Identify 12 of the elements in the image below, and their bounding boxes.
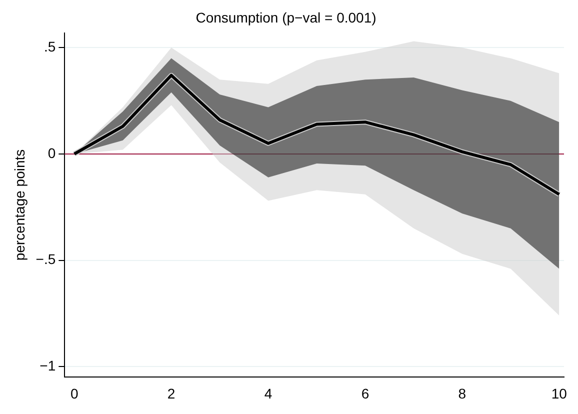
x-tick-label: 4 bbox=[264, 385, 272, 402]
y-tick-label: .5 bbox=[44, 38, 56, 55]
x-tick-label: 8 bbox=[458, 385, 466, 402]
chart-title: Consumption (p−val = 0.001) bbox=[196, 9, 376, 26]
y-tick-label: 0 bbox=[48, 144, 56, 161]
x-tick-label: 10 bbox=[551, 385, 568, 402]
y-axis-title: percentage points bbox=[11, 149, 28, 261]
x-tick-label: 0 bbox=[70, 385, 78, 402]
y-tick-label: −1 bbox=[40, 357, 56, 374]
y-tick-label: −.5 bbox=[36, 251, 56, 268]
x-tick-label: 6 bbox=[361, 385, 370, 402]
x-tick-label: 2 bbox=[167, 385, 176, 402]
